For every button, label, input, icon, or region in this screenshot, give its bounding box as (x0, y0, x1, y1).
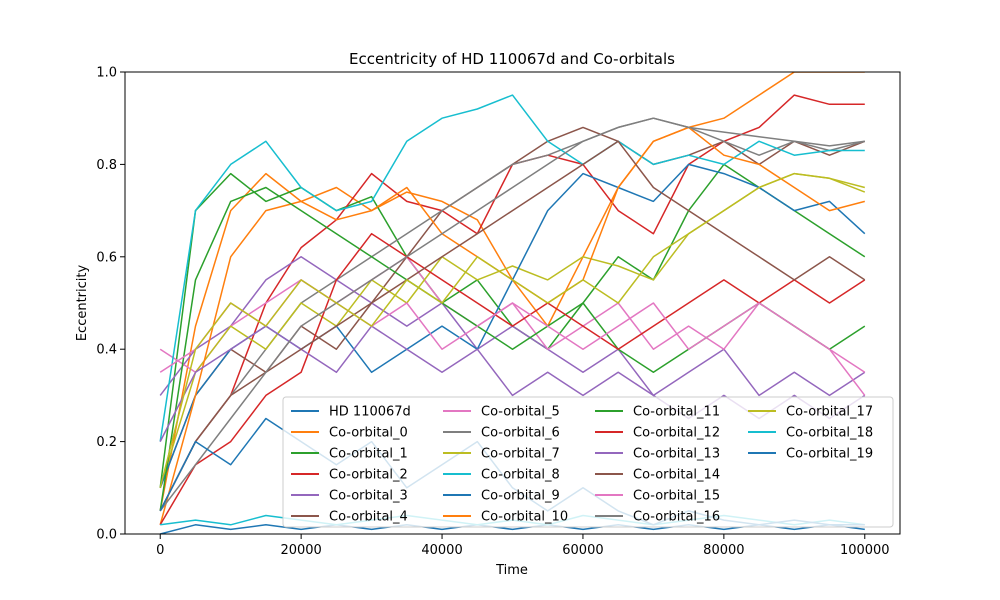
y-tick-label: 1.0 (96, 66, 117, 81)
legend-label: Co-orbital_19 (786, 447, 873, 462)
legend-label: Co-orbital_16 (633, 510, 720, 525)
legend-label: Co-orbital_14 (633, 468, 720, 483)
x-tick-label: 80000 (703, 543, 744, 558)
legend-label: Co-orbital_5 (481, 405, 560, 420)
x-tick-label: 40000 (421, 543, 462, 558)
x-tick-label: 20000 (280, 543, 321, 558)
series-layer (159, 72, 866, 534)
legend-label: Co-orbital_9 (481, 489, 560, 504)
x-tick-label: 60000 (562, 543, 603, 558)
y-tick-label: 0.0 (96, 528, 117, 543)
legend-label: Co-orbital_15 (633, 489, 720, 504)
y-axis-label: Eccentricity (75, 265, 90, 342)
series-line-15 (159, 140, 866, 512)
axes-frame (124, 71, 901, 535)
legend-label: Co-orbital_12 (633, 426, 720, 441)
series-line-13 (159, 232, 866, 526)
legend-label: Co-orbital_18 (786, 426, 873, 441)
legend: HD 110067d Co-orbital_0 Co-orbital_1 Co-orb… (282, 396, 894, 528)
x-tick-label: 100000 (840, 543, 890, 558)
y-tick-label: 0.4 (96, 343, 117, 358)
legend-label: Co-orbital_8 (481, 468, 560, 483)
legend-label: Co-orbital_3 (329, 489, 408, 504)
legend-label: Co-orbital_1 (329, 447, 408, 462)
legend-label: HD 110067d (329, 405, 411, 420)
x-tick-label: 0 (156, 543, 164, 558)
legend-label: Co-orbital_4 (329, 510, 408, 525)
legend-label: Co-orbital_6 (481, 426, 560, 441)
axes-layer: 0 20000 40000 60000 80000 100000 0.0 0.2 0.4 0.6 0… (96, 66, 901, 558)
y-tick-label: 0.2 (96, 435, 117, 450)
y-tick-label: 0.6 (96, 250, 117, 265)
legend-label: Co-orbital_11 (633, 405, 720, 420)
legend-label: Co-orbital_0 (329, 426, 408, 441)
legend-label: Co-orbital_10 (481, 510, 568, 525)
legend-label: Co-orbital_13 (633, 447, 720, 462)
series-line-17 (159, 117, 865, 512)
y-tick-label: 0.8 (96, 158, 117, 173)
x-axis-label: Time (495, 563, 528, 578)
chart-title: Eccentricity of HD 110067d and Co-orbita… (349, 50, 675, 68)
legend-label: Co-orbital_7 (481, 447, 560, 462)
legend-label: Co-orbital_17 (786, 405, 873, 420)
series-line-18 (159, 172, 866, 488)
legend-label: Co-orbital_2 (329, 468, 408, 483)
legend-box (282, 396, 894, 528)
series-line-9 (159, 94, 865, 442)
